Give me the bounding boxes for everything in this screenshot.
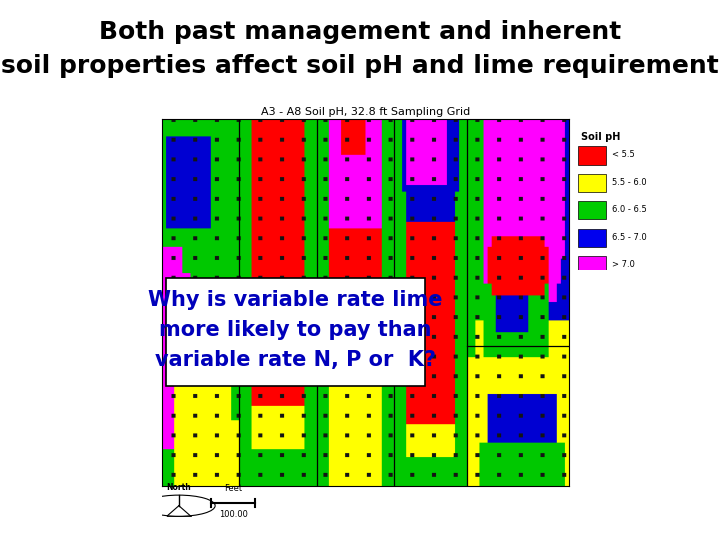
Text: Why is variable rate lime
more likely to pay than
variable rate N, P or  K?: Why is variable rate lime more likely to… <box>148 291 443 369</box>
Text: 100.00: 100.00 <box>219 510 248 519</box>
FancyBboxPatch shape <box>578 228 606 247</box>
Text: 6.0 - 6.5: 6.0 - 6.5 <box>611 205 647 214</box>
Text: < 5.5: < 5.5 <box>611 150 634 159</box>
Text: North: North <box>166 483 192 492</box>
Title: A3 - A8 Soil pH, 32.8 ft Sampling Grid: A3 - A8 Soil pH, 32.8 ft Sampling Grid <box>261 106 470 117</box>
Text: soil properties affect soil pH and lime requirement: soil properties affect soil pH and lime … <box>1 54 719 78</box>
Text: Soil pH: Soil pH <box>580 132 620 143</box>
Text: 5.5 - 6.0: 5.5 - 6.0 <box>611 178 646 187</box>
Text: > 7.0: > 7.0 <box>611 260 634 269</box>
FancyBboxPatch shape <box>578 174 606 192</box>
Text: Feet: Feet <box>224 484 243 493</box>
Text: Both past management and inherent: Both past management and inherent <box>99 21 621 44</box>
FancyBboxPatch shape <box>578 146 606 165</box>
FancyBboxPatch shape <box>578 201 606 219</box>
FancyBboxPatch shape <box>166 278 425 386</box>
Text: 6.5 - 7.0: 6.5 - 7.0 <box>611 233 647 241</box>
FancyBboxPatch shape <box>578 256 606 274</box>
